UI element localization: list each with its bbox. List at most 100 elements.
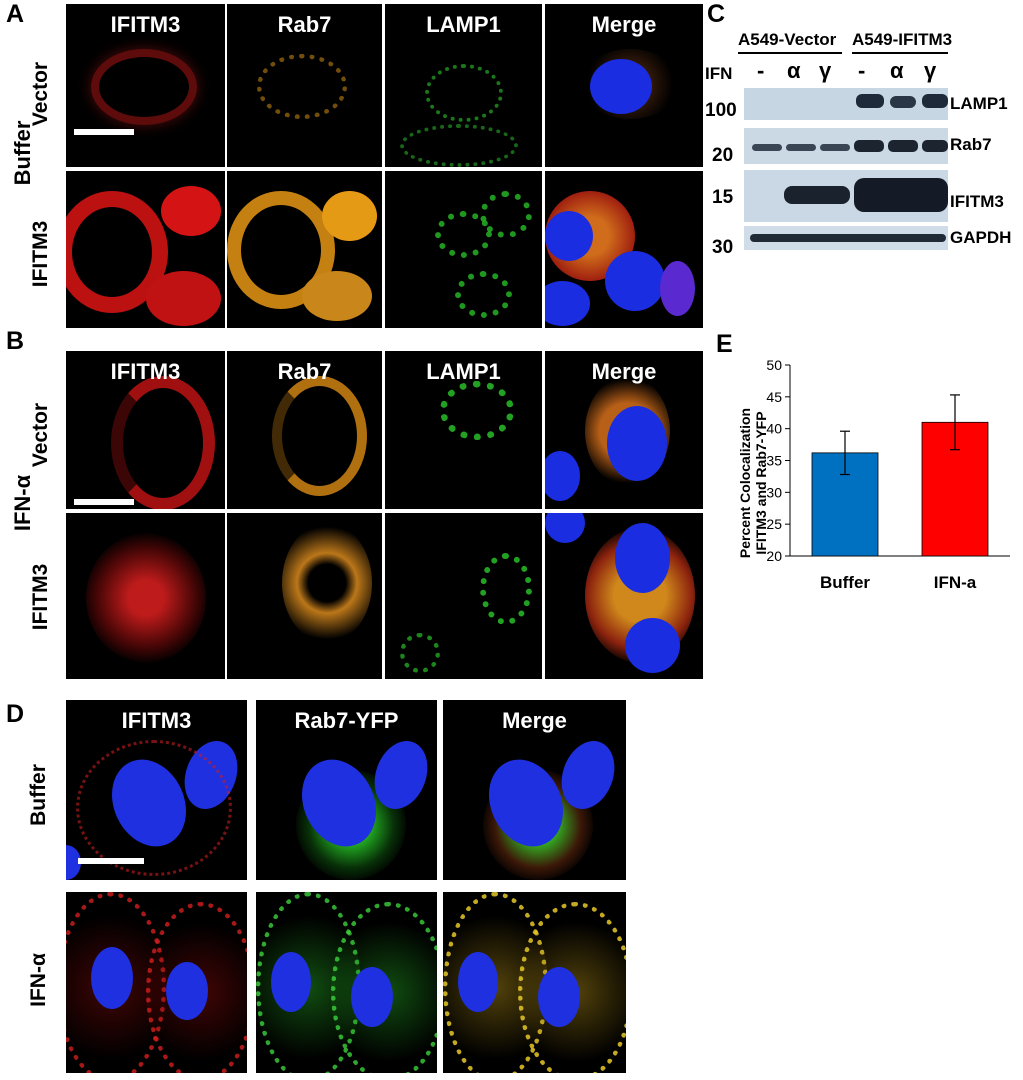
cell-signal	[322, 191, 377, 241]
panel-a-vector-lamp1-image: LAMP1	[385, 4, 542, 167]
cell-signal	[400, 124, 518, 167]
cell-signal	[161, 186, 221, 236]
nucleus	[66, 845, 81, 880]
protein-label: GAPDH	[950, 228, 1012, 247]
scale-bar	[74, 129, 134, 135]
nucleus	[271, 952, 311, 1012]
panel-b-row-label-ifitm3: IFITM3	[29, 563, 52, 631]
panel-a-row-label-ifitm3: IFITM3	[29, 220, 52, 288]
cell-signal	[455, 271, 512, 318]
cell-signal	[146, 271, 221, 326]
nucleus	[545, 211, 593, 261]
western-blot-lamp1	[744, 88, 948, 120]
x-category-label: Buffer	[820, 573, 870, 592]
cell-signal	[425, 64, 503, 122]
western-blot-gapdh	[744, 226, 948, 250]
panel-a-ifitm3-rab7-image	[227, 171, 382, 328]
lane-label: α	[787, 58, 801, 83]
channel-label: LAMP1	[426, 12, 501, 37]
channel-label: Merge	[591, 12, 657, 37]
y-tick-label: 25	[766, 516, 782, 532]
channel-label: IFITM3	[110, 359, 181, 384]
panel-b-ifitm3-rab7-image	[227, 513, 382, 679]
lane-label: γ	[924, 58, 937, 83]
mw-label: 20	[712, 145, 734, 166]
panel-a-ifitm3-ifitm3-image	[66, 171, 225, 328]
nucleus	[351, 967, 393, 1027]
protein-label: Rab7	[950, 135, 992, 154]
cell-signal	[400, 633, 440, 673]
y-axis-label-line2: IFITM3 and Rab7-YFP	[753, 411, 769, 554]
nucleus	[605, 251, 665, 311]
panel-b-vector-ifitm3-image: IFITM3	[66, 351, 225, 509]
scale-bar	[78, 858, 144, 864]
ifn-label: IFN	[705, 64, 733, 83]
cell-signal	[272, 376, 367, 496]
panel-b-ifitm3-merge-image	[545, 513, 703, 679]
cell-signal	[435, 211, 492, 258]
y-tick-label: 40	[766, 421, 782, 437]
protein-label: IFITM3	[950, 192, 1004, 211]
western-blot-ifitm3	[744, 170, 948, 222]
panel-d-ifn-rab7yfp-image	[256, 892, 437, 1073]
mw-label: 15	[712, 187, 734, 208]
panel-letter-c: C	[707, 0, 726, 28]
panel-d-buffer-merge-image: Merge	[443, 700, 626, 880]
panel-d-ifn-merge-image	[443, 892, 626, 1073]
cell-signal	[440, 381, 514, 440]
panel-a-ifitm3-lamp1-image	[385, 171, 542, 328]
panel-d-buffer-ifitm3-image: IFITM3	[66, 700, 247, 880]
group-line-vector	[738, 52, 842, 54]
western-blot-rab7	[744, 128, 948, 164]
lane-label: -	[858, 58, 866, 83]
scale-bar	[74, 499, 134, 505]
y-tick-label: 50	[766, 357, 782, 373]
panel-a-ifitm3-merge-image	[545, 171, 703, 328]
panel-d-buffer-rab7yfp-image: Rab7-YFP	[256, 700, 437, 880]
panel-a-vector-merge-image: Merge	[545, 4, 703, 167]
colocalization-bar-chart: 20 25 30 35 40 45 50 Buffer IFN-a Percent Coloc…	[737, 357, 1010, 592]
cell-signal	[302, 271, 372, 321]
panel-letter-a: A	[6, 0, 25, 28]
panel-b-ifitm3-ifitm3-image	[66, 513, 225, 679]
panel-letter-e: E	[716, 330, 733, 358]
lane-label: γ	[819, 58, 832, 83]
panel-a-vector-rab7-image: Rab7	[227, 4, 382, 167]
nucleus	[166, 962, 208, 1020]
cell-signal	[480, 191, 532, 238]
x-category-label: IFN-a	[934, 573, 977, 592]
y-tick-label: 35	[766, 453, 782, 469]
nucleus	[625, 618, 680, 673]
channel-label: Rab7-YFP	[294, 708, 399, 733]
cell-signal	[111, 376, 215, 509]
nucleus	[615, 523, 670, 593]
y-tick-label: 20	[766, 548, 782, 564]
cell-signal	[91, 49, 197, 125]
nucleus	[590, 59, 652, 114]
y-tick-label: 45	[766, 389, 782, 405]
nucleus	[538, 967, 580, 1027]
panel-d-ifn-ifitm3-image	[66, 892, 247, 1073]
nucleus	[458, 952, 498, 1012]
channel-label: IFITM3	[110, 12, 181, 37]
nucleus	[545, 513, 585, 543]
cell-signal	[480, 553, 532, 625]
cell-signal	[86, 533, 206, 663]
mw-label: 100	[705, 100, 737, 121]
panel-a-row-label-vector: Vector	[29, 61, 52, 127]
lane-label: α	[890, 58, 904, 83]
y-axis-label-line1: Percent Colocalization	[737, 408, 753, 558]
channel-label: LAMP1	[426, 359, 501, 384]
panel-letter-d: D	[6, 700, 25, 728]
nucleus	[660, 261, 695, 316]
panel-b-row-label-vector: Vector	[29, 402, 52, 468]
panel-b-ifitm3-lamp1-image	[385, 513, 542, 679]
panel-d-row-label-buffer: Buffer	[27, 764, 50, 826]
nucleus	[91, 947, 133, 1009]
channel-label: Rab7	[277, 12, 332, 37]
chart-bars: Buffer IFN-a	[811, 394, 989, 592]
group-label-vector: A549-Vector	[738, 30, 837, 49]
nucleus	[545, 451, 580, 501]
nucleus	[545, 281, 590, 326]
panel-d-row-label-ifn: IFN-α	[27, 953, 50, 1007]
